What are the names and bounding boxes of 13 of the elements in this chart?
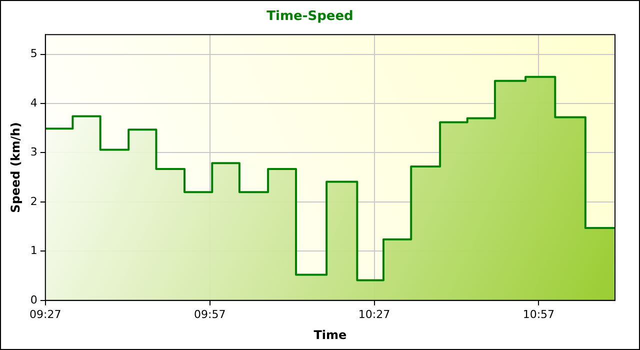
x-tick-label: 10:27 bbox=[358, 308, 390, 321]
y-tick-label: 5 bbox=[30, 47, 38, 60]
y-tick-label: 0 bbox=[30, 293, 38, 306]
x-tick-label: 10:57 bbox=[522, 308, 555, 321]
x-tick-label: 09:27 bbox=[30, 308, 62, 321]
x-axis-title: Time bbox=[314, 328, 347, 342]
x-tick-label: 09:57 bbox=[194, 308, 226, 321]
y-tick-label: 1 bbox=[30, 244, 38, 258]
y-tick-label: 4 bbox=[30, 96, 38, 110]
chart-title: Time-Speed bbox=[266, 9, 354, 24]
y-tick-label: 2 bbox=[30, 194, 38, 208]
y-axis-title: Speed (km/h) bbox=[8, 122, 22, 213]
y-tick-label: 3 bbox=[30, 146, 38, 159]
